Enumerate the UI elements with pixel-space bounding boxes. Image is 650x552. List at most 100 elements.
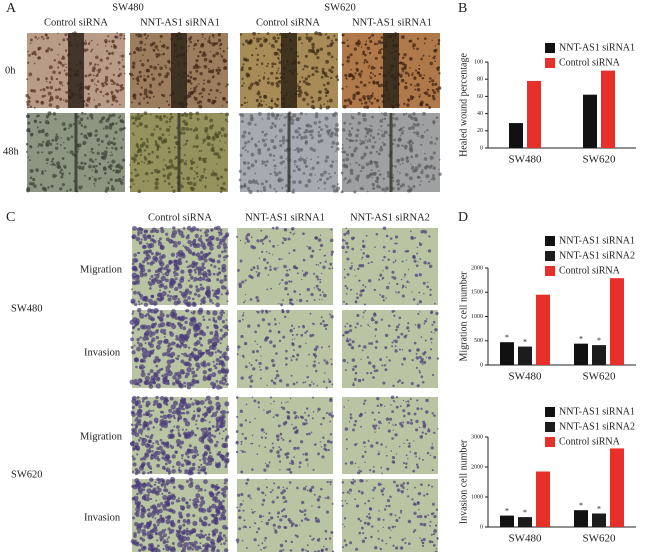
cell [398,137,400,139]
cell [306,365,308,367]
cell [132,276,136,280]
cell [132,226,137,231]
cell [314,494,316,496]
cell [96,85,97,86]
cell [384,406,385,407]
cell [282,336,285,339]
cell [194,434,197,437]
cell [428,106,431,109]
cell [201,265,204,268]
cell [272,447,274,449]
cell [276,450,279,453]
cell [417,501,420,504]
cell [432,374,434,376]
cell [432,89,435,92]
cell [257,267,259,269]
cell [379,138,381,140]
cell [158,519,160,521]
cell [65,64,66,65]
cell [104,39,108,43]
cell [299,80,301,82]
cell [166,314,170,318]
cell [211,144,213,146]
assay: Invasion [84,347,121,358]
cell [69,172,71,174]
cell [174,287,178,291]
cell [134,432,139,437]
cell [343,179,345,181]
cell [56,143,58,145]
cell [222,509,226,513]
cell [130,172,132,174]
cell [344,269,345,270]
cell [162,291,167,296]
cell [188,269,192,273]
cell [167,380,170,383]
cell [177,322,181,326]
cell [307,466,308,467]
cell [238,282,242,286]
cell [429,81,431,83]
cell [291,227,294,230]
cell [88,165,92,169]
cell [315,174,316,175]
cell [372,177,374,179]
cell [286,456,289,459]
cell [414,413,417,416]
cell [242,540,244,542]
cell [310,490,312,492]
cell [376,441,379,444]
cell [132,122,135,125]
cell [381,539,383,541]
cell [372,136,375,139]
cell [219,279,223,283]
cell [384,118,386,120]
cell [414,76,415,77]
cell [169,332,174,337]
cell [358,264,361,267]
cell [95,56,99,60]
cell [395,261,396,262]
cell [195,362,200,367]
cell [159,289,161,291]
cell [166,455,171,460]
cell [381,423,382,424]
cell [431,446,434,449]
cell [323,447,326,450]
cell [215,303,220,308]
wound [171,33,187,108]
cell [157,488,161,492]
cell [330,484,331,485]
cell [354,365,357,368]
cell [355,139,358,142]
cell [374,161,376,163]
cell [330,433,332,435]
cell [359,98,362,101]
cell [144,157,147,160]
cell [424,166,428,170]
cell [86,98,90,102]
cell [202,88,206,92]
cell [424,74,426,76]
cell [165,488,169,492]
cell [346,257,349,260]
cell [26,189,30,193]
cell [407,412,410,415]
cell [283,265,287,269]
cell [145,296,148,299]
cell [355,134,358,137]
micrograph [239,111,340,193]
cell [167,371,172,376]
cell [431,534,433,536]
cell [312,250,315,253]
cell [250,83,253,86]
cell [323,182,326,185]
cell [137,113,140,116]
cell [135,472,138,475]
cell [178,512,182,516]
cell [433,533,435,535]
cell [305,419,307,421]
cell [185,292,188,295]
cell [350,139,353,142]
cell [87,133,89,135]
